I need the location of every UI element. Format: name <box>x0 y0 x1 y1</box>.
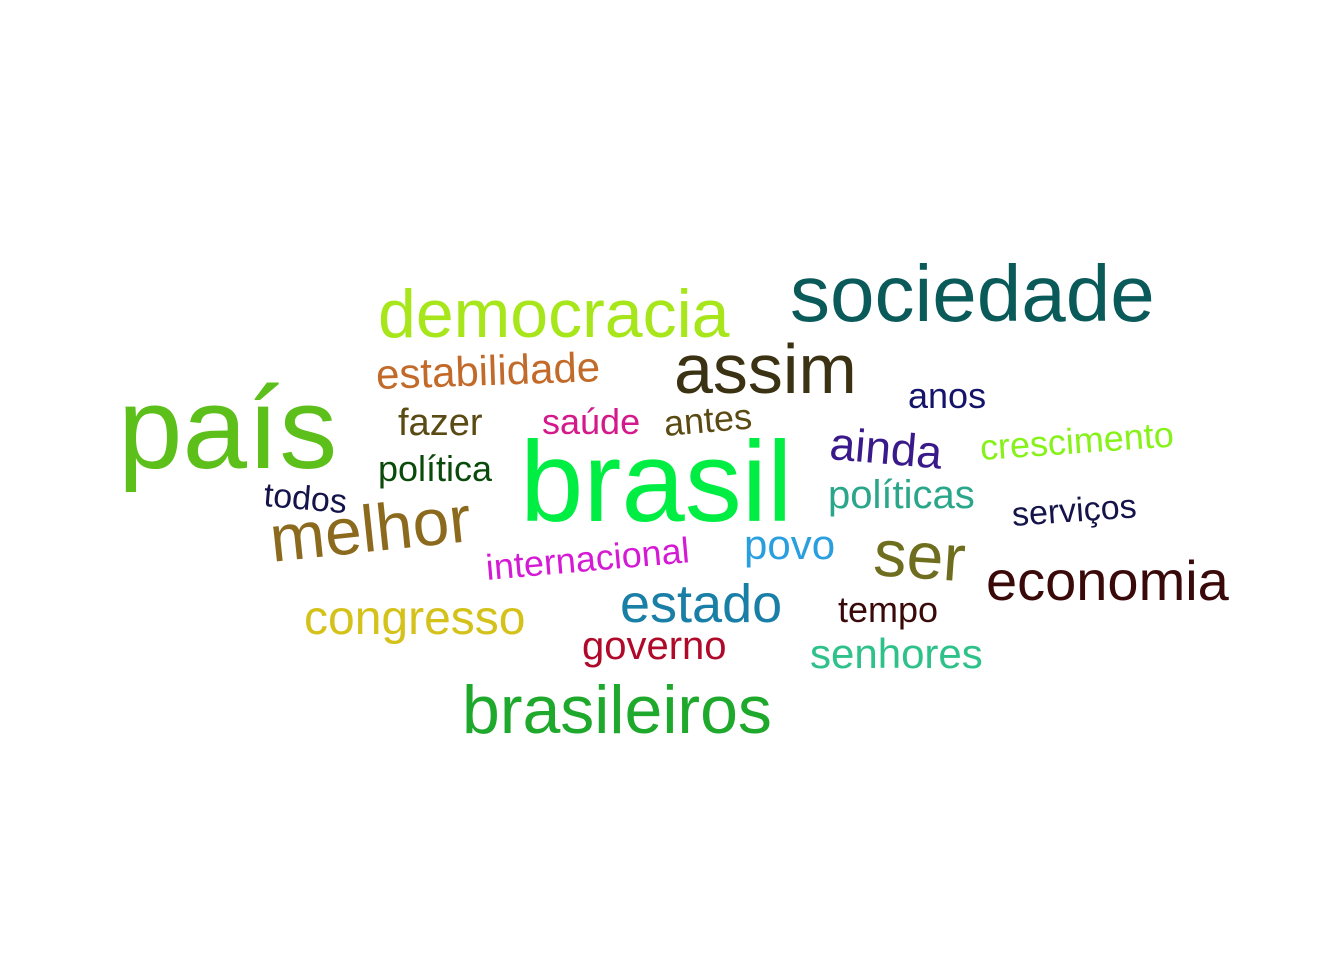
word-assim: assim <box>674 330 857 408</box>
word-povo: povo <box>744 521 836 568</box>
word-saude: saúde <box>542 401 641 442</box>
word-pais: país <box>118 363 338 493</box>
word-senhores: senhores <box>810 630 983 677</box>
word-anos: anos <box>908 375 987 416</box>
word-ser: ser <box>871 515 969 596</box>
word-servicos: serviços <box>1010 487 1138 534</box>
word-politica: política <box>378 448 493 489</box>
word-estado: estado <box>620 574 783 634</box>
word-economia: economia <box>986 549 1229 612</box>
word-ainda: ainda <box>827 417 945 479</box>
word-todos: todos <box>262 476 349 522</box>
word-fazer: fazer <box>398 402 483 444</box>
word-democracia: democracia <box>378 276 730 352</box>
word-crescimento: crescimento <box>978 413 1175 468</box>
word-tempo: tempo <box>838 589 939 630</box>
word-governo: governo <box>582 624 727 668</box>
word-brasil: brasil <box>520 419 793 546</box>
word-politicas: políticas <box>828 473 975 517</box>
word-congresso: congresso <box>304 592 526 645</box>
word-estabilidade: estabilidade <box>375 343 601 398</box>
word-sociedade: sociedade <box>790 249 1155 338</box>
word-antes: antes <box>662 395 754 444</box>
word-brasileiros: brasileiros <box>462 672 772 748</box>
